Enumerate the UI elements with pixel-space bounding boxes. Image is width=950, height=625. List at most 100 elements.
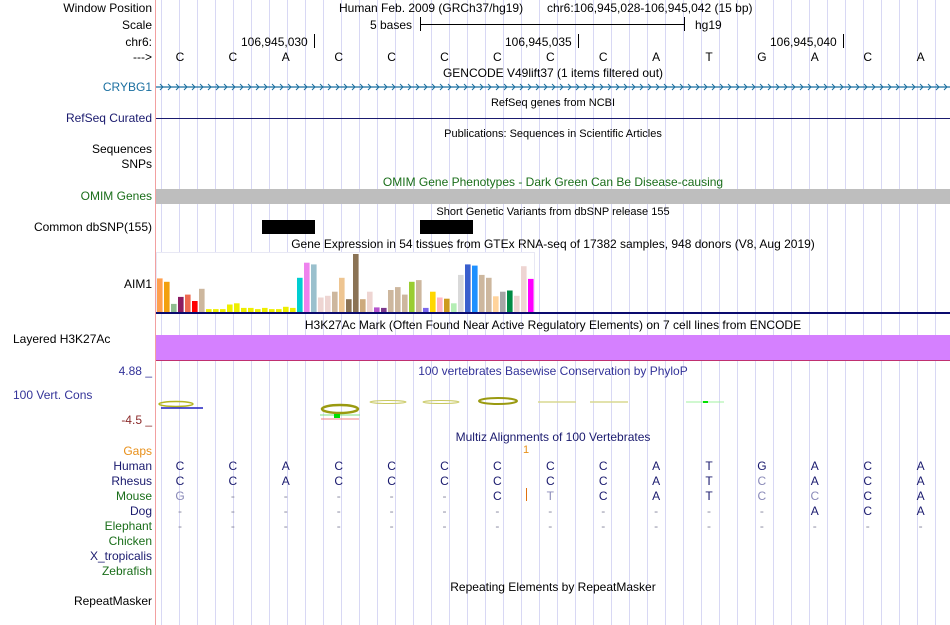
omim-label[interactable]: OMIM Genes: [80, 189, 152, 203]
gtex-tissue-bar[interactable]: [409, 281, 415, 312]
gtex-tissue-bar[interactable]: [437, 297, 443, 313]
strand-chevron: [343, 83, 348, 91]
gtex-tissue-bar[interactable]: [339, 277, 345, 312]
species-label-human[interactable]: Human: [113, 459, 152, 473]
refseq-gene-line[interactable]: [156, 118, 950, 119]
repeatmasker-track-title[interactable]: Repeating Elements by RepeatMasker: [450, 580, 656, 594]
publications-label[interactable]: Sequences: [91, 142, 152, 156]
repeatmasker-label[interactable]: RepeatMasker: [73, 594, 152, 608]
gaps-label[interactable]: Gaps: [123, 444, 152, 458]
gtex-tissue-bar[interactable]: [255, 309, 261, 312]
h3k27ac-label[interactable]: Layered H3K27Ac: [13, 332, 111, 346]
gtex-tissue-bar[interactable]: [493, 296, 499, 312]
gtex-tissue-bar[interactable]: [206, 309, 212, 312]
gencode-gene-crybg1[interactable]: [156, 81, 950, 93]
strand-chevron: [239, 83, 244, 91]
gtex-tissue-bar[interactable]: [318, 297, 324, 313]
gtex-tissue-bar[interactable]: [192, 301, 198, 312]
gtex-tissue-bar[interactable]: [276, 309, 282, 312]
gtex-tissue-bar[interactable]: [241, 307, 247, 312]
snp-feature[interactable]: [420, 220, 473, 234]
dbsnp-label[interactable]: Common dbSNP(155): [33, 220, 152, 234]
strand-chevron: [567, 83, 572, 91]
gtex-tissue-bar[interactable]: [500, 291, 506, 312]
gtex-tissue-bar[interactable]: [430, 291, 436, 312]
species-label-mouse[interactable]: Mouse: [115, 489, 152, 503]
gtex-tissue-bar[interactable]: [332, 291, 338, 312]
strand-label[interactable]: --->: [133, 50, 152, 64]
gtex-tissue-bar[interactable]: [353, 254, 359, 312]
gtex-tissue-bar[interactable]: [164, 281, 170, 312]
gtex-tissue-bar[interactable]: [465, 264, 471, 312]
gtex-tissue-bar[interactable]: [185, 294, 191, 312]
strand-chevron: [535, 83, 540, 91]
phylop-label[interactable]: 100 Vert. Cons: [13, 388, 93, 402]
gtex-tissue-bar[interactable]: [395, 287, 401, 312]
gtex-tissue-bar[interactable]: [381, 307, 387, 312]
gtex-tissue-bar[interactable]: [234, 303, 240, 312]
gtex-tissue-bar[interactable]: [472, 265, 478, 312]
gtex-tissue-bar[interactable]: [213, 309, 219, 312]
gtex-tissue-bar[interactable]: [220, 309, 226, 312]
gtex-tissue-bar[interactable]: [423, 307, 429, 312]
gtex-tissue-bar[interactable]: [178, 296, 184, 312]
gtex-tissue-bar[interactable]: [444, 298, 450, 312]
alignment-base: C: [863, 504, 873, 518]
species-label-x_tropicalis[interactable]: X_tropicalis: [89, 549, 152, 563]
alignment-base: -: [178, 519, 182, 533]
h3k27ac-signal[interactable]: [156, 335, 950, 361]
dbsnp-track-title[interactable]: Short Genetic Variants from dbSNP releas…: [436, 206, 670, 218]
gtex-tissue-bar[interactable]: [479, 274, 485, 312]
species-label-dog[interactable]: Dog: [129, 504, 152, 518]
gtex-tissue-bar[interactable]: [269, 309, 275, 312]
gtex-tissue-bar[interactable]: [528, 278, 534, 312]
gtex-tissue-bar[interactable]: [290, 307, 296, 312]
phylop-track-title[interactable]: 100 vertebrates Basewise Conservation by…: [418, 364, 688, 378]
gtex-tissue-bar[interactable]: [388, 290, 394, 312]
refseq-label[interactable]: RefSeq Curated: [65, 111, 152, 125]
snps-label[interactable]: SNPs: [121, 157, 152, 171]
gtex-tissue-bar[interactable]: [521, 266, 527, 312]
phylop-signal[interactable]: [156, 395, 950, 425]
omim-gene-bar[interactable]: [156, 189, 950, 204]
snp-feature[interactable]: [262, 220, 315, 234]
species-label-zebrafish[interactable]: Zebrafish: [101, 564, 152, 578]
omim-track-title[interactable]: OMIM Gene Phenotypes - Dark Green Can Be…: [382, 175, 724, 189]
gtex-tissue-bar[interactable]: [514, 295, 520, 312]
gtex-tissue-bar[interactable]: [486, 277, 492, 312]
alignment-base: C: [863, 459, 873, 473]
gtex-tissue-bar[interactable]: [346, 299, 352, 312]
gtex-tissue-bar[interactable]: [507, 290, 513, 313]
gtex-tissue-bar[interactable]: [227, 304, 233, 313]
gtex-tissue-bar[interactable]: [451, 303, 457, 312]
gtex-tissue-bar[interactable]: [248, 307, 254, 312]
publications-track-title[interactable]: Publications: Sequences in Scientific Ar…: [444, 128, 662, 140]
gtex-tissue-bar[interactable]: [374, 307, 380, 312]
gtex-tissue-bar[interactable]: [262, 307, 268, 312]
gtex-tissue-bar[interactable]: [199, 288, 205, 312]
gencode-track-title[interactable]: GENCODE V49lift37 (1 items filtered out): [442, 66, 664, 80]
gtex-tissue-bar[interactable]: [311, 264, 317, 312]
h3k27ac-track-title[interactable]: H3K27Ac Mark (Often Found Near Active Re…: [304, 318, 802, 332]
gtex-tissue-bar[interactable]: [416, 280, 422, 312]
gtex-tissue-bar[interactable]: [304, 262, 310, 312]
species-label-elephant[interactable]: Elephant: [104, 519, 152, 533]
species-label-chicken[interactable]: Chicken: [108, 534, 152, 548]
gtex-tissue-bar[interactable]: [171, 303, 177, 312]
gene-label-crybg1[interactable]: CRYBG1: [102, 80, 152, 94]
gtex-tissue-bar[interactable]: [325, 295, 331, 312]
gtex-tissue-bar[interactable]: [157, 278, 163, 312]
multiz-track-title[interactable]: Multiz Alignments of 100 Vertebrates: [455, 430, 651, 444]
strand-chevron: [263, 83, 268, 91]
gtex-tissue-bar[interactable]: [458, 274, 464, 312]
gtex-track-title[interactable]: Gene Expression in 54 tissues from GTEx …: [291, 237, 815, 251]
gtex-tissue-bar[interactable]: [367, 291, 373, 312]
gtex-gene-label[interactable]: AIM1: [123, 277, 152, 291]
gtex-chart[interactable]: [156, 252, 556, 314]
gtex-tissue-bar[interactable]: [283, 306, 289, 312]
species-label-rhesus[interactable]: Rhesus: [111, 474, 152, 488]
gtex-tissue-bar[interactable]: [297, 277, 303, 312]
refseq-track-title[interactable]: RefSeq genes from NCBI: [490, 97, 616, 109]
gtex-tissue-bar[interactable]: [360, 299, 366, 312]
gtex-tissue-bar[interactable]: [402, 294, 408, 312]
